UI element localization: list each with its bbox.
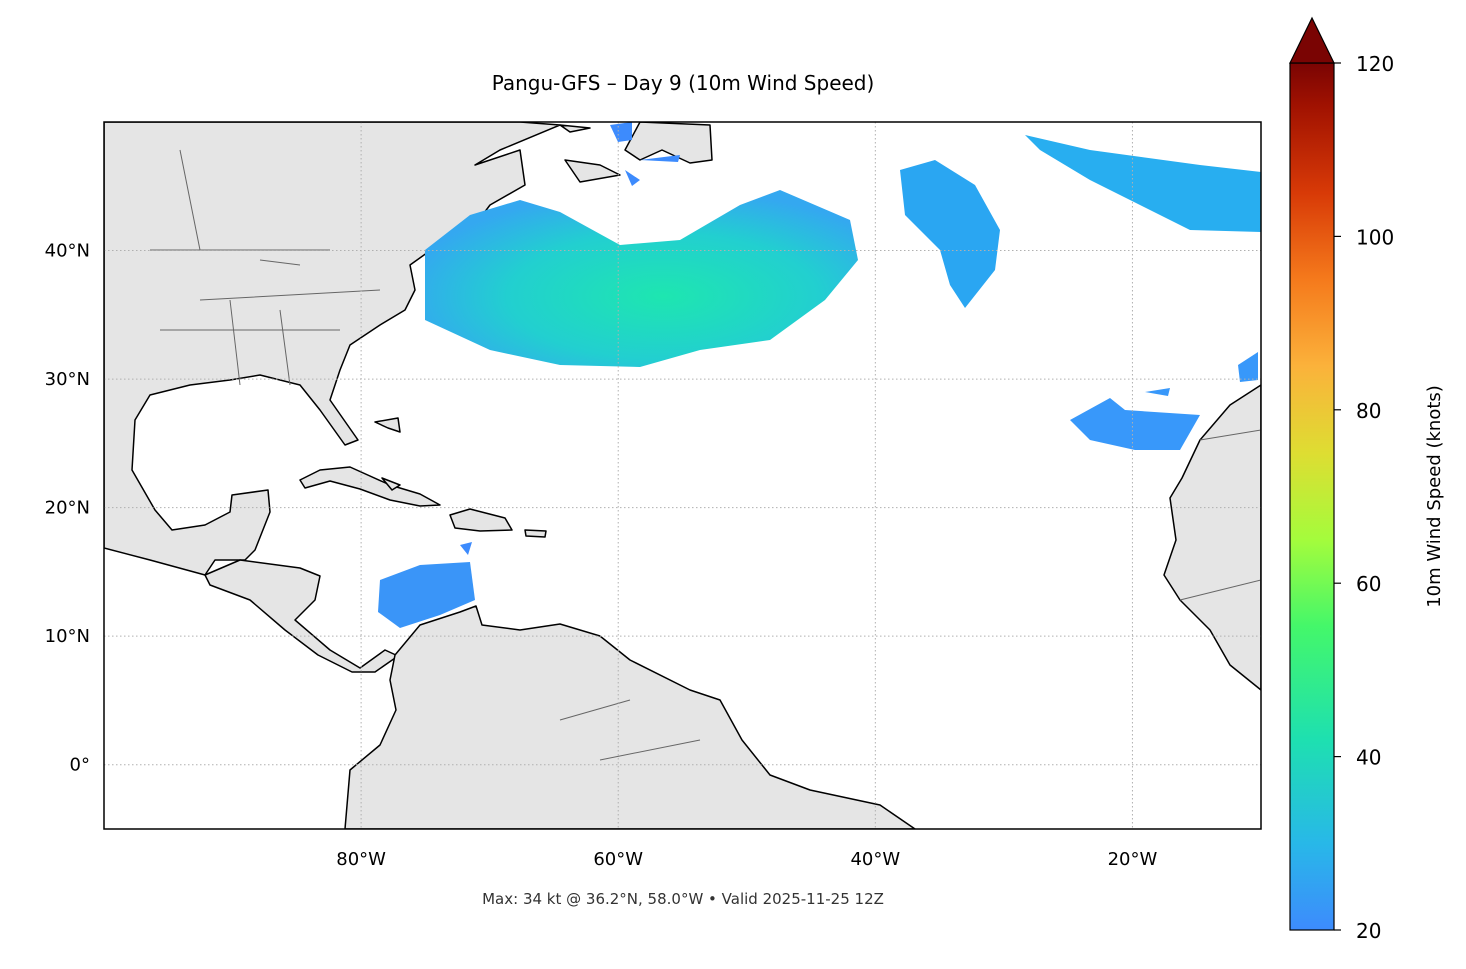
colorbar-extend bbox=[1289, 16, 1335, 64]
colorbar: 20 40 60 80 100 120 10m Wind Speed (knots) bbox=[1289, 16, 1445, 943]
wind-field bbox=[378, 122, 1261, 628]
colorbar-tick-label: 20 bbox=[1356, 919, 1381, 943]
map-frame bbox=[103, 121, 1262, 830]
colorbar-tick-label: 80 bbox=[1356, 399, 1381, 423]
x-tick-label: 40°W bbox=[850, 849, 900, 870]
y-tick-label: 10°N bbox=[45, 626, 90, 647]
y-tick-label: 30°N bbox=[45, 369, 90, 390]
x-tick-label: 60°W bbox=[593, 849, 643, 870]
colorbar-tick-label: 40 bbox=[1356, 746, 1381, 770]
colorbar-tick-label: 100 bbox=[1356, 225, 1394, 249]
annotation: Max: 34 kt @ 36.2°N, 58.0°W • Valid 2025… bbox=[482, 890, 884, 908]
chart-title: Pangu-GFS – Day 9 (10m Wind Speed) bbox=[492, 71, 875, 95]
colorbar-scale bbox=[1289, 62, 1335, 931]
map-layer bbox=[104, 122, 1261, 829]
x-tick-label: 80°W bbox=[336, 849, 386, 870]
colorbar-tick-label: 120 bbox=[1356, 52, 1394, 76]
x-tick-label: 20°W bbox=[1108, 849, 1158, 870]
grid bbox=[104, 122, 1261, 829]
colorbar-label: 10m Wind Speed (knots) bbox=[1424, 385, 1445, 608]
axes: 80°W 60°W 40°W 20°W 0° 10°N 20°N 30°N 40°N bbox=[45, 241, 1158, 870]
y-tick-label: 0° bbox=[70, 755, 90, 776]
colorbar-tick-label: 60 bbox=[1356, 572, 1381, 596]
y-tick-label: 40°N bbox=[45, 241, 90, 262]
y-tick-label: 20°N bbox=[45, 498, 90, 519]
